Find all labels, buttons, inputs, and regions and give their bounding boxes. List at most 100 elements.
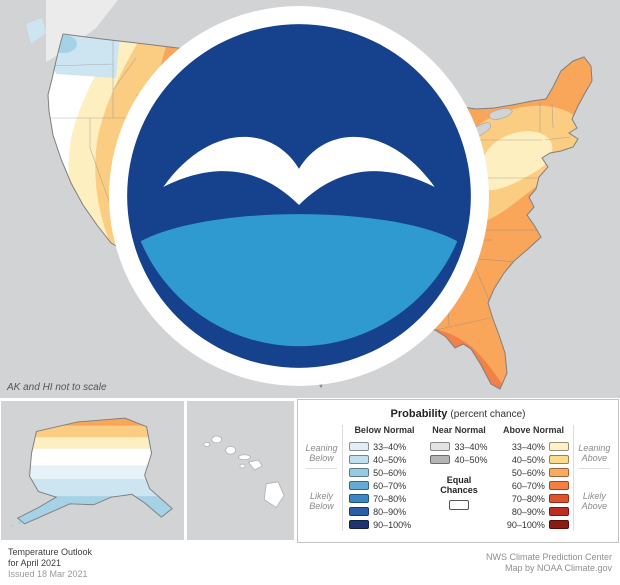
footer-issued-date: Issued 18 Mar 2021 [8, 569, 88, 579]
swatch-below-33-40 [349, 442, 370, 451]
footer: Temperature Outlook for April 2021 Issue… [0, 545, 620, 585]
legend-body: Leaning Below Likely Below Below Normal … [298, 425, 618, 531]
legend-column-near: Near Normal 33–40% 40–50% Equal Chances [420, 425, 498, 531]
legend-row: 80–90% [349, 505, 420, 518]
swatch-near-33-40 [430, 442, 451, 451]
alaska-inset [1, 401, 184, 540]
ak-band-above-50-60 [17, 418, 173, 426]
legend-row: 90–100% [349, 518, 420, 531]
swatch-below-60-70 [349, 481, 370, 490]
legend-row: 50–60% [498, 466, 569, 479]
aleutian-islands [10, 517, 31, 527]
aleutian-island [18, 521, 22, 525]
swatch-above-70-80 [548, 494, 569, 503]
near-normal-header: Near Normal [432, 425, 486, 435]
legend-row: 70–80% [349, 492, 420, 505]
ak-hi-note: AK and HI not to scale [7, 382, 107, 393]
swatch-below-40-50 [349, 455, 370, 464]
label-leaning-below: Leaning Below [305, 443, 338, 463]
legend-title-note: (percent chance) [450, 409, 526, 420]
island-hawaii [263, 481, 285, 509]
legend-row: 50–60% [349, 466, 420, 479]
range-label: 33–40% [373, 441, 407, 452]
legend-row: 40–50% [349, 453, 420, 466]
footer-title-line1: Temperature Outlook [8, 547, 93, 557]
range-label: 40–50% [373, 454, 407, 465]
label-likely-above: Likely Above [581, 491, 608, 511]
swatch-below-90-100 [349, 520, 370, 529]
conus-map-area: AK and HI not to scale [0, 0, 620, 398]
noaa-logo [109, 6, 489, 386]
swatch-near-40-50 [430, 455, 451, 464]
range-label: 33–40% [454, 441, 488, 452]
ak-band-above-40-50 [17, 425, 173, 438]
hawaii-map [187, 401, 294, 540]
swatch-above-80-90 [548, 507, 569, 516]
legend-row: 40–50% [430, 453, 488, 466]
alaska-map [1, 401, 184, 540]
equal-chances-block: Equal Chances [435, 475, 483, 510]
swatch-below-80-90 [349, 507, 370, 516]
legend-row: 60–70% [498, 479, 569, 492]
swatch-above-33-40 [548, 442, 569, 451]
island-oahu [225, 445, 236, 455]
range-label: 50–60% [511, 467, 545, 478]
legend-row: 33–40% [349, 440, 420, 453]
legend-side-above: Leaning Above Likely Above [572, 425, 615, 531]
range-label: 80–90% [511, 506, 545, 517]
range-label: 90–100% [506, 519, 545, 530]
swatch-above-50-60 [548, 468, 569, 477]
legend-row: 33–40% [498, 440, 569, 453]
range-label: 50–60% [373, 467, 407, 478]
range-label: 70–80% [511, 493, 545, 504]
legend-row: 70–80% [498, 492, 569, 505]
band-above-33-40-midatlantic [479, 131, 553, 191]
ak-band-above-33-40 [17, 437, 173, 449]
equal-chances-label: Equal Chances [440, 475, 478, 495]
legend-row: 33–40% [430, 440, 488, 453]
legend-title-main: Probability [390, 408, 448, 420]
footer-credit-line2: Map by NOAA Climate.gov [504, 563, 612, 573]
footer-title-line2: for April 2021 [8, 558, 62, 568]
swatch-below-50-60 [349, 468, 370, 477]
legend-row: 90–100% [498, 518, 569, 531]
aleutian-island [27, 517, 31, 521]
range-label: 80–90% [373, 506, 407, 517]
noaa-logo-sea [140, 214, 458, 347]
island-molokai [238, 454, 251, 461]
ak-band-below-33-40 [17, 479, 173, 497]
island-lanai [239, 463, 246, 469]
legend-column-below: Below Normal 33–40% 40–50% 50–60% 60–70%… [343, 425, 420, 531]
island-kauai [211, 435, 223, 444]
range-label: 33–40% [511, 441, 545, 452]
hawaii-inset [187, 401, 294, 540]
lake-ontario [488, 108, 513, 120]
noaa-logo-gull-icon [163, 136, 435, 206]
legend-panel: Probability (percent chance) Leaning Bel… [297, 399, 619, 543]
range-label: 60–70% [511, 480, 545, 491]
above-normal-header: Above Normal [503, 425, 565, 435]
swatch-equal-chances [448, 500, 469, 510]
legend-row: 40–50% [498, 453, 569, 466]
footer-credit-line1: NWS Climate Prediction Center [485, 552, 612, 562]
aleutian-island [10, 524, 14, 527]
legend-row: 60–70% [349, 479, 420, 492]
vancouver-island-patch [26, 18, 46, 44]
alaska-outline [16, 417, 173, 525]
range-label: 40–50% [454, 454, 488, 465]
footer-credit-block: NWS Climate Prediction Center Map by NOA… [486, 552, 612, 574]
swatch-above-40-50 [548, 455, 569, 464]
island-niihau [203, 442, 211, 447]
legend-title: Probability (percent chance) [298, 408, 618, 420]
island-maui [247, 459, 263, 471]
label-likely-below: Likely Below [309, 491, 334, 511]
legend-side-below: Leaning Below Likely Below [301, 425, 344, 531]
ak-band-equal-chances [17, 448, 173, 466]
divider [306, 468, 338, 469]
below-normal-header: Below Normal [354, 425, 415, 435]
hawaii-background [187, 401, 294, 540]
label-leaning-above: Leaning Above [578, 443, 611, 463]
range-label: 70–80% [373, 493, 407, 504]
footer-title-block: Temperature Outlook for April 2021 Issue… [8, 547, 92, 580]
